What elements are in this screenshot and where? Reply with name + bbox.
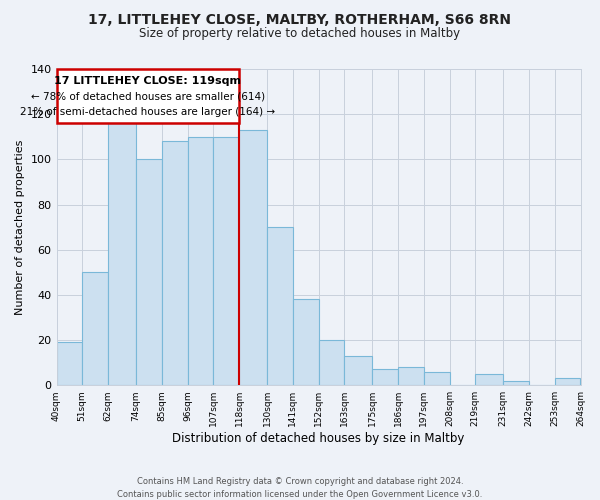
Bar bbox=[475, 374, 503, 385]
Bar bbox=[213, 137, 239, 385]
Bar bbox=[56, 342, 82, 385]
Text: Size of property relative to detached houses in Maltby: Size of property relative to detached ho… bbox=[139, 28, 461, 40]
Bar bbox=[424, 372, 449, 385]
Bar bbox=[82, 272, 108, 385]
Text: 17 LITTLEHEY CLOSE: 119sqm: 17 LITTLEHEY CLOSE: 119sqm bbox=[54, 76, 241, 86]
Bar bbox=[293, 300, 319, 385]
Bar bbox=[373, 370, 398, 385]
Text: 21% of semi-detached houses are larger (164) →: 21% of semi-detached houses are larger (… bbox=[20, 108, 275, 118]
Bar bbox=[239, 130, 267, 385]
Text: 17, LITTLEHEY CLOSE, MALTBY, ROTHERHAM, S66 8RN: 17, LITTLEHEY CLOSE, MALTBY, ROTHERHAM, … bbox=[89, 12, 511, 26]
Bar bbox=[555, 378, 580, 385]
Bar bbox=[398, 367, 424, 385]
Bar bbox=[56, 69, 239, 123]
Bar bbox=[319, 340, 344, 385]
Text: Contains HM Land Registry data © Crown copyright and database right 2024.: Contains HM Land Registry data © Crown c… bbox=[137, 478, 463, 486]
Bar bbox=[136, 160, 162, 385]
Bar bbox=[267, 227, 293, 385]
Bar bbox=[188, 137, 213, 385]
Bar bbox=[108, 118, 136, 385]
Text: ← 78% of detached houses are smaller (614): ← 78% of detached houses are smaller (61… bbox=[31, 92, 265, 102]
Bar bbox=[162, 142, 188, 385]
Y-axis label: Number of detached properties: Number of detached properties bbox=[15, 140, 25, 315]
Bar bbox=[344, 356, 373, 385]
Text: Contains public sector information licensed under the Open Government Licence v3: Contains public sector information licen… bbox=[118, 490, 482, 499]
Bar bbox=[503, 380, 529, 385]
X-axis label: Distribution of detached houses by size in Maltby: Distribution of detached houses by size … bbox=[172, 432, 465, 445]
